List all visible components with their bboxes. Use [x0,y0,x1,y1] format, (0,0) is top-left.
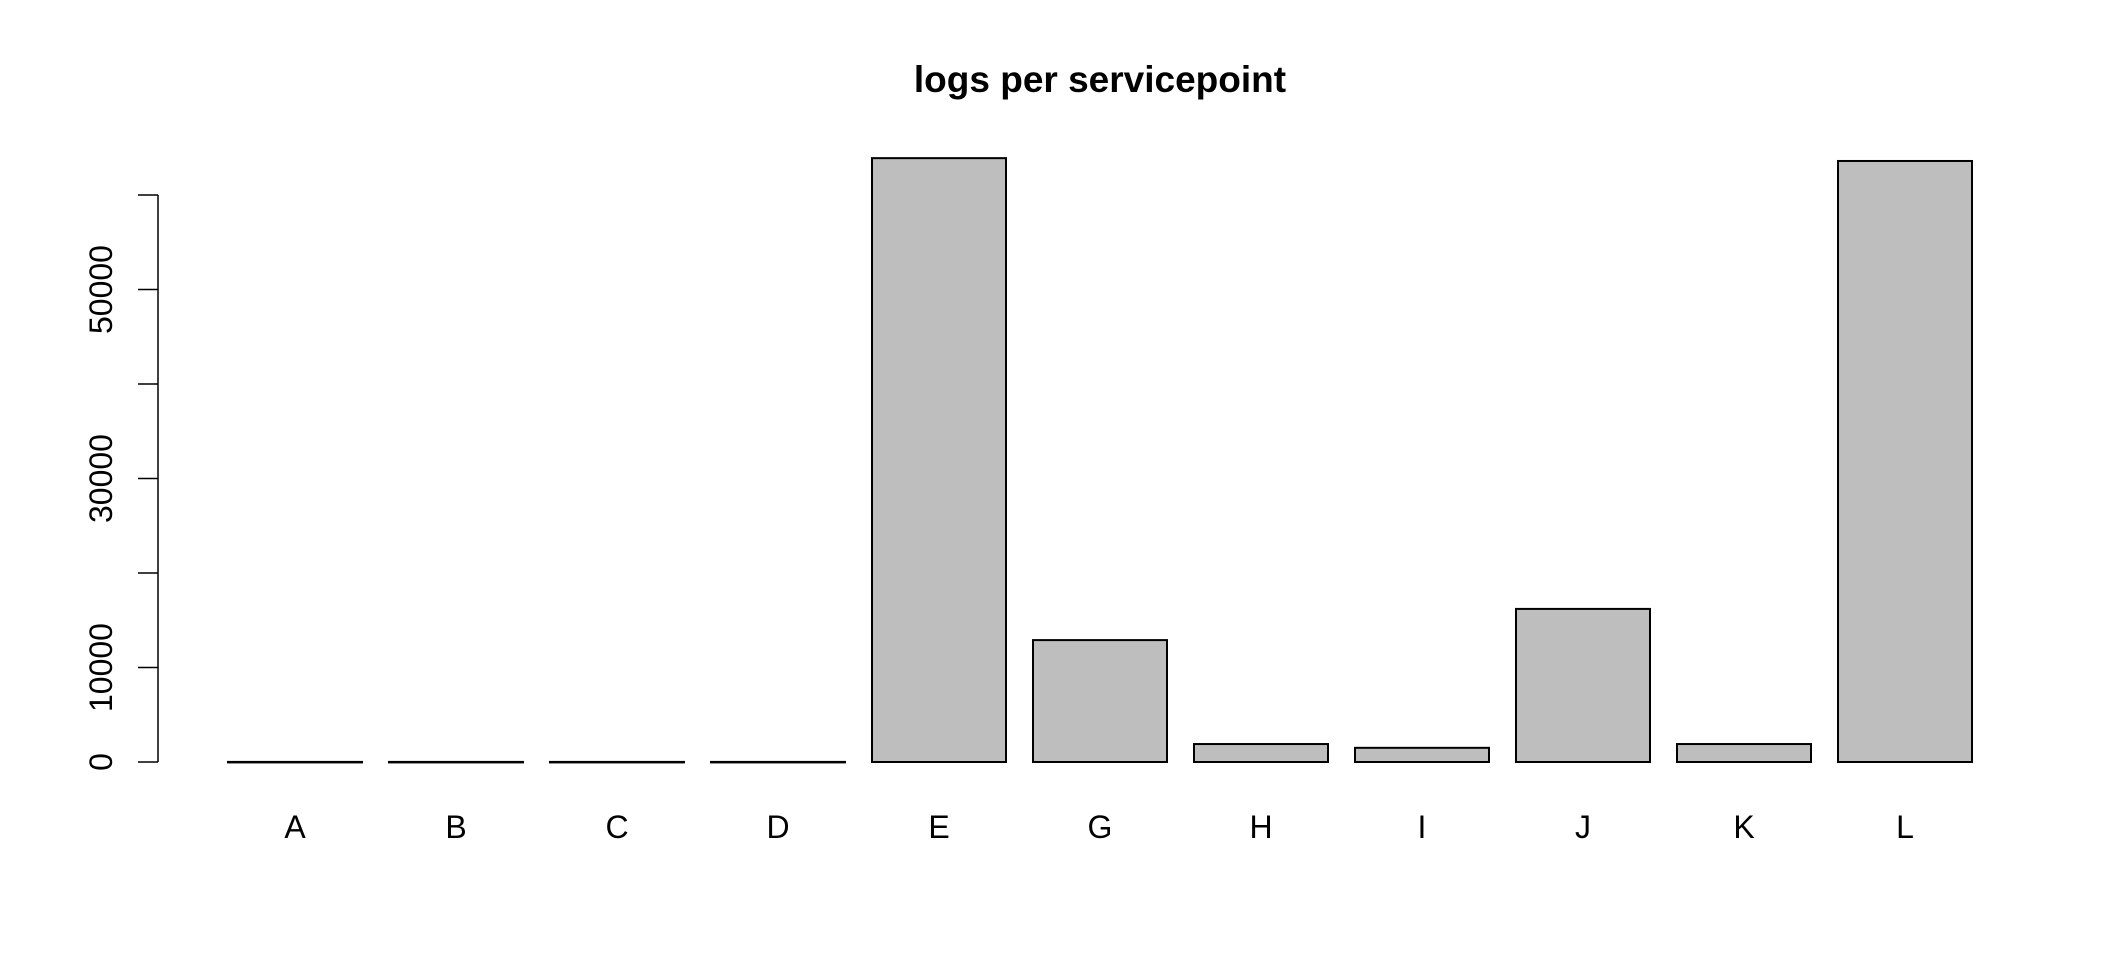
x-tick-label: E [928,809,949,845]
bar-l [1837,159,1973,764]
x-tick-label: J [1575,809,1591,845]
y-tick-label: 0 [83,753,119,771]
x-tick-label: I [1418,809,1427,845]
bars-group [227,157,1973,764]
bar-c [549,760,685,764]
bar-d [710,760,846,764]
x-tick-label: G [1088,809,1113,845]
x-tick-label: B [445,809,466,845]
y-tick-label: 50000 [83,245,119,334]
x-tick-label: A [284,809,306,845]
bar-j [1515,607,1651,763]
chart-title: logs per servicepoint [914,59,1286,100]
bar-g [1032,639,1168,763]
x-tick-label: K [1733,809,1754,845]
bar-k [1676,743,1812,763]
bar-i [1354,746,1490,764]
y-tick-label: 10000 [83,623,119,712]
x-tick-label: H [1249,809,1272,845]
y-tick-label: 30000 [83,434,119,523]
y-axis: 0 10000 30000 50000 [83,194,159,771]
bar-a [227,760,363,764]
bar-h [1193,743,1329,763]
bar-b [388,760,524,764]
bar-e [871,157,1007,763]
x-tick-label: L [1896,809,1914,845]
x-tick-label: D [766,809,789,845]
x-tick-label: C [605,809,628,845]
